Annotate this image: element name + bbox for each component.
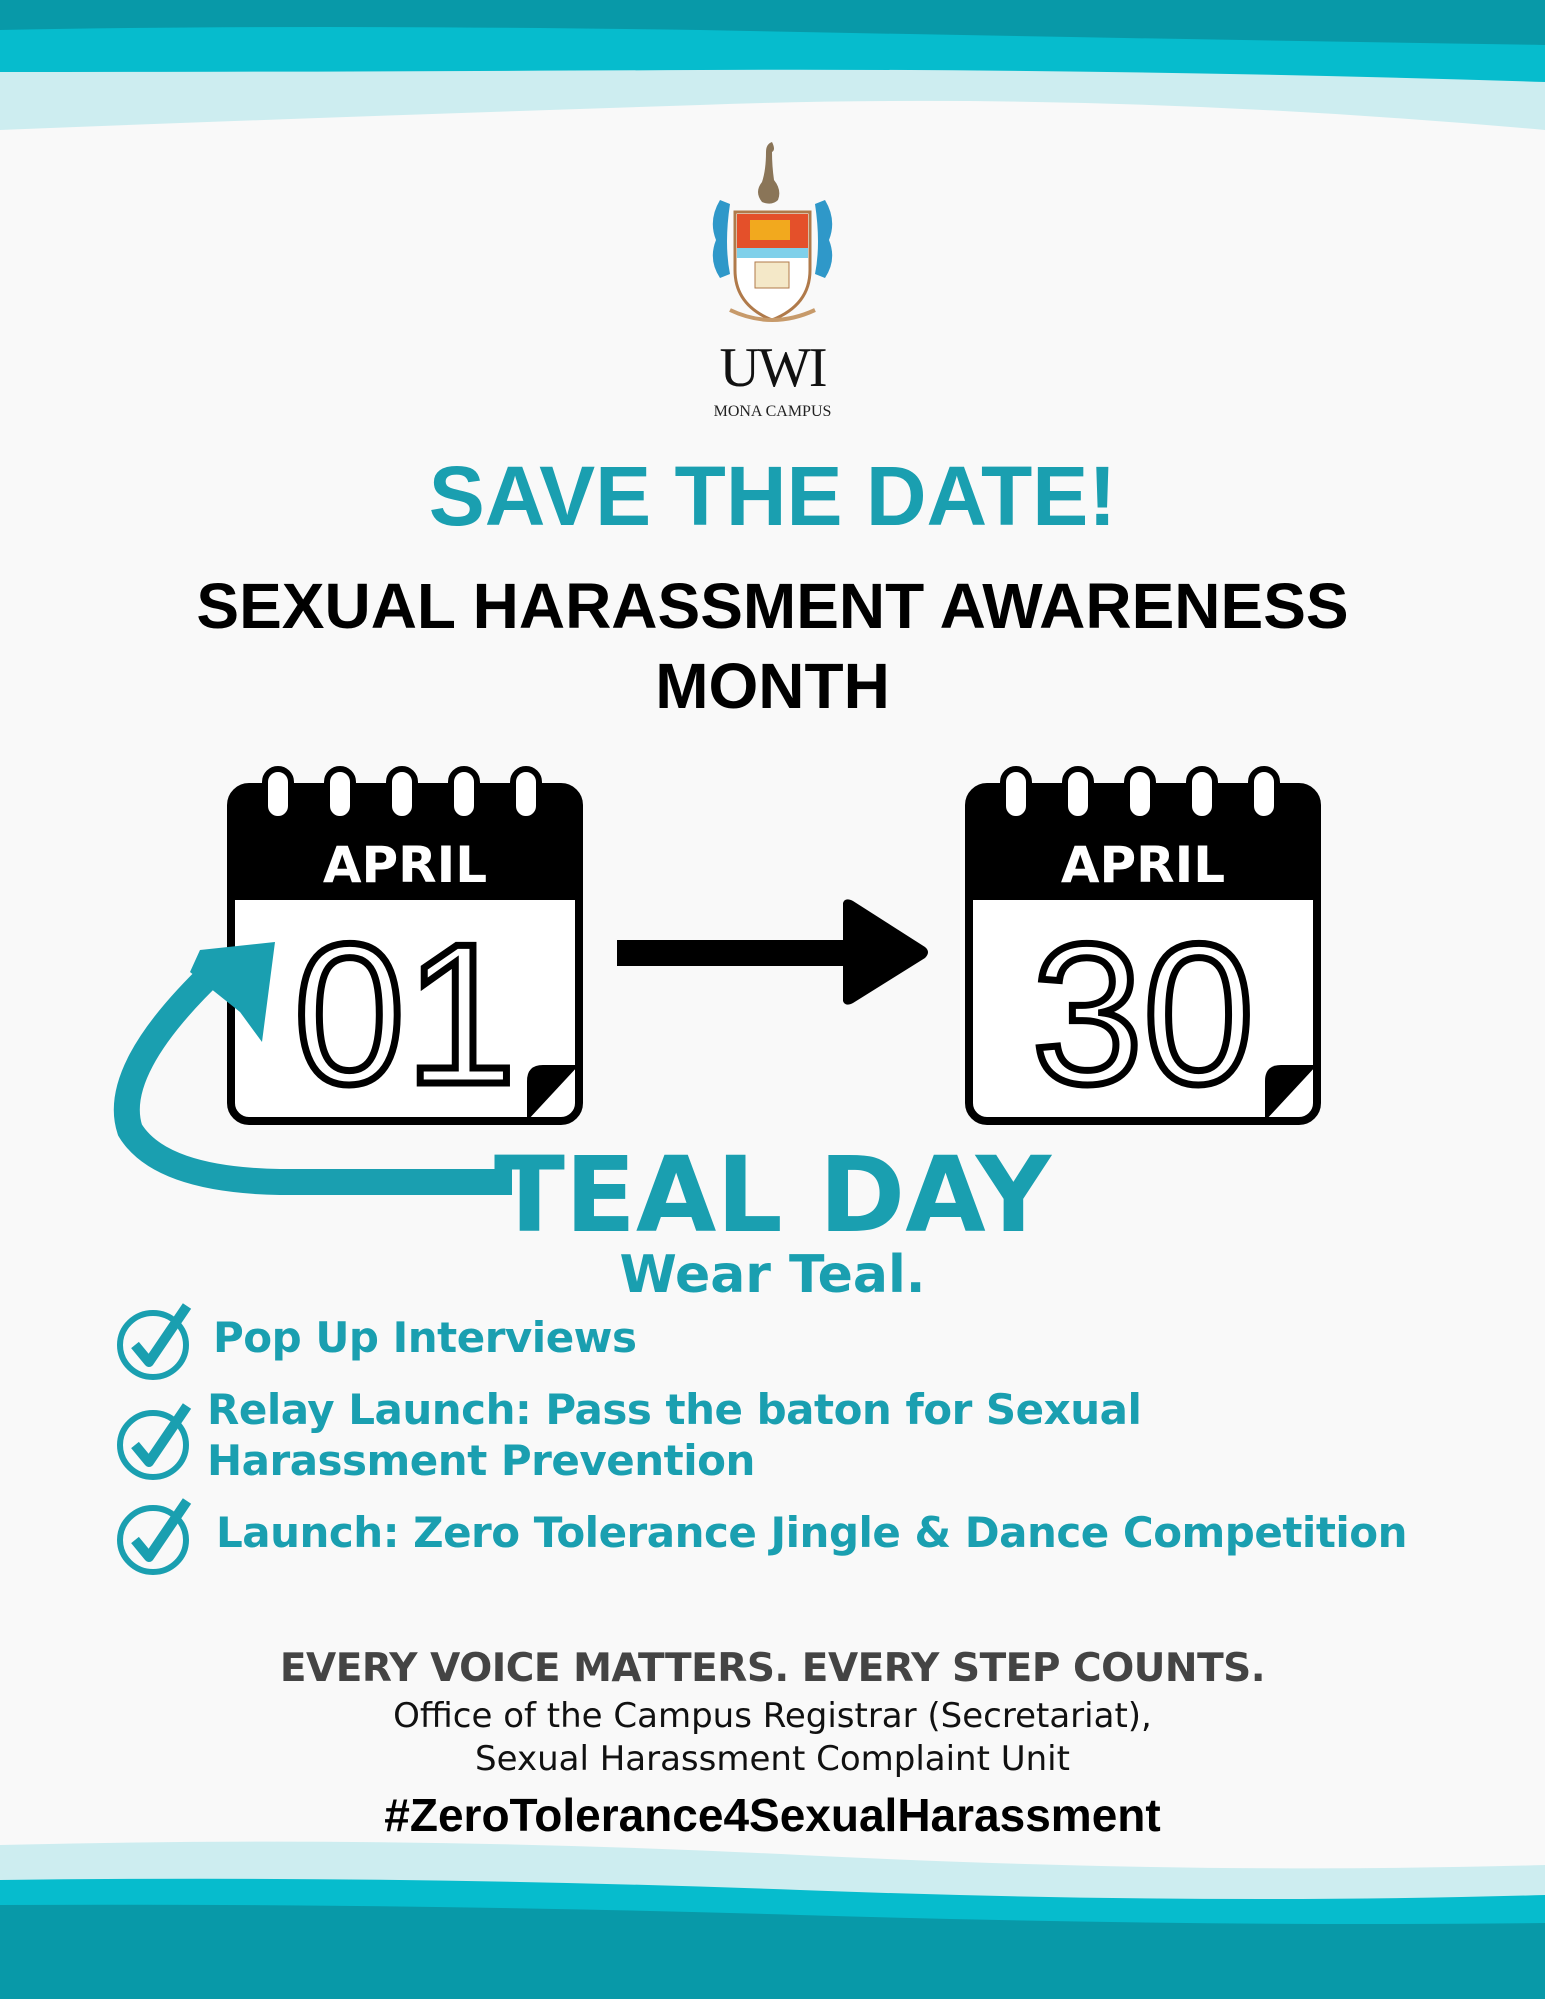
office-line2: Sexual Harassment Complaint Unit [475, 1739, 1070, 1779]
check-circle-icon [117, 1303, 192, 1380]
curved-arrow-icon [113, 942, 512, 1195]
top-wave-bands [0, 0, 1545, 130]
calendar-icon [227, 766, 583, 1125]
check-circle-icon [117, 1403, 192, 1480]
teal-day-heading: TEAL DAY [493, 1134, 1052, 1256]
teal-day-subtitle: Wear Teal. [619, 1245, 926, 1305]
calendar-month: APRIL [322, 836, 488, 894]
slogan: EVERY VOICE MATTERS. EVERY STEP COUNTS. [279, 1646, 1266, 1691]
activity-item: Launch: Zero Tolerance Jingle & Dance Co… [216, 1508, 1408, 1557]
event-title-line1: SEXUAL HARASSMENT AWARENESS [196, 570, 1349, 642]
logo-campus: MONA CAMPUS [713, 403, 832, 420]
event-title-line2: MONTH [655, 650, 890, 722]
calendar-day: 01 [290, 903, 519, 1126]
hashtag: #ZeroTolerance4SexualHarassment [384, 1789, 1161, 1841]
calendar-start: APRIL 01 [227, 765, 583, 1125]
uwi-crest-logo [712, 142, 833, 322]
save-the-date-heading: SAVE THE DATE! [428, 449, 1117, 543]
activity-item-line2: Harassment Prevention [207, 1436, 755, 1485]
arrow-right-icon [617, 899, 928, 1005]
calendar-icon [965, 766, 1321, 1125]
calendar-day: 30 [1028, 903, 1257, 1126]
activity-item: Pop Up Interviews [213, 1313, 637, 1362]
check-circle-icon [117, 1498, 192, 1575]
logo-name: UWI [719, 337, 828, 399]
calendar-month: APRIL [1060, 836, 1226, 894]
office-line1: Office of the Campus Registrar (Secretar… [393, 1696, 1152, 1736]
calendar-end: APRIL 30 [965, 765, 1321, 1125]
bottom-wave-bands [0, 1841, 1545, 1999]
activity-item-line1: Relay Launch: Pass the baton for Sexual [207, 1385, 1142, 1434]
